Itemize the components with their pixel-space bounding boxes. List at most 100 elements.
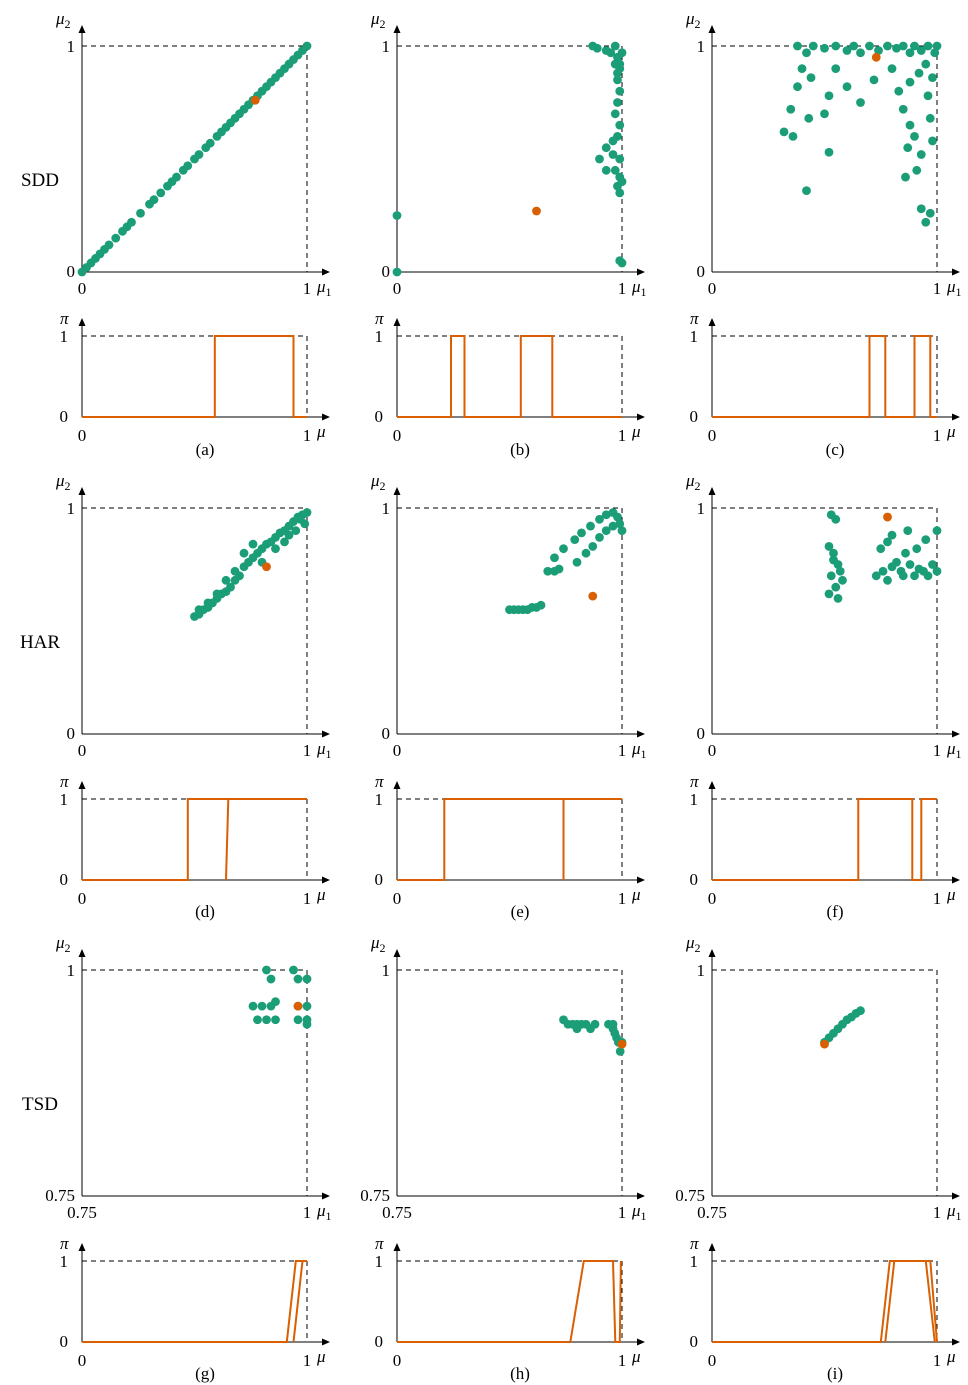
data-point (258, 1002, 267, 1011)
data-point (888, 64, 897, 73)
data-point (195, 150, 204, 159)
data-point (825, 91, 834, 100)
y-tick-label: 1 (375, 1252, 384, 1271)
data-point (393, 268, 402, 277)
x-tick-label: 0 (393, 426, 402, 445)
data-point (615, 87, 624, 96)
data-point (249, 1002, 258, 1011)
data-point (602, 166, 611, 175)
data-point (786, 105, 795, 114)
y-tick-label: 1 (382, 961, 391, 980)
data-point (820, 109, 829, 118)
panel-label-a: (a) (196, 440, 215, 459)
data-point (802, 186, 811, 195)
x-tick-label: 0.75 (697, 1203, 727, 1222)
x-axis-title: μ (631, 422, 641, 441)
possibility-line (82, 1261, 307, 1342)
x-axis-title: μ (946, 885, 956, 904)
row-label-sdd: SDD (21, 170, 59, 191)
data-point (910, 132, 919, 141)
y-tick-label: 1 (690, 327, 699, 346)
x-tick-label: 0 (393, 741, 402, 760)
highlight-point (294, 1002, 303, 1011)
data-point (618, 177, 627, 186)
data-point (899, 105, 908, 114)
y-tick-label: 0 (382, 724, 391, 743)
y-axis-title: π (60, 309, 69, 328)
data-point (303, 1002, 312, 1011)
data-point (291, 526, 300, 535)
x-tick-label: 0 (78, 741, 87, 760)
data-point (262, 966, 271, 975)
data-point (611, 60, 620, 69)
y-tick-label: 1 (60, 1252, 69, 1271)
highlight-point (588, 592, 597, 601)
row-label-tsd: TSD (22, 1094, 58, 1115)
data-point (127, 218, 136, 227)
data-point (829, 556, 838, 565)
x-tick-label: 1 (933, 741, 942, 760)
possibility-line (397, 799, 622, 880)
data-point (213, 589, 222, 598)
data-point (831, 42, 840, 51)
y-axis-title: μ2 (55, 9, 71, 31)
data-point (183, 161, 192, 170)
data-point (231, 567, 240, 576)
data-point (843, 82, 852, 91)
highlight-point (262, 562, 271, 571)
possibility-line (294, 1261, 308, 1342)
x-tick-label: 0 (393, 279, 402, 298)
y-tick-label: 1 (60, 327, 69, 346)
data-point (206, 139, 215, 148)
x-tick-label: 1 (303, 889, 312, 908)
data-point (172, 173, 181, 182)
data-point (921, 218, 930, 227)
data-point (879, 567, 888, 576)
possibility-plot-h: 100 1 μπ (375, 1234, 645, 1370)
data-point (804, 114, 813, 123)
x-axis-title: μ1 (316, 739, 332, 761)
data-point (195, 605, 204, 614)
highlight-point (532, 207, 541, 216)
scatter-plot-c: 100 1 μ1μ2 (685, 9, 962, 299)
data-point (899, 571, 908, 580)
x-tick-label: 0 (78, 889, 87, 908)
possibility-line (712, 1261, 935, 1342)
possibility-plot-a: 100 1 μπ (60, 309, 330, 445)
data-point (577, 528, 586, 537)
data-point (150, 195, 159, 204)
scatter-plot-h: 10.750.75 1 μ1μ2 (360, 933, 646, 1223)
data-point (573, 558, 582, 567)
data-point (856, 1006, 865, 1015)
data-point (222, 576, 231, 585)
data-point (271, 1015, 280, 1024)
x-tick-label: 0 (78, 426, 87, 445)
data-point (595, 155, 604, 164)
y-axis-title: π (60, 1234, 69, 1253)
data-point (555, 565, 564, 574)
x-tick-label: 0 (708, 1351, 717, 1370)
x-axis-title: μ (316, 422, 326, 441)
data-point (820, 44, 829, 53)
y-tick-label: 1 (67, 499, 76, 518)
x-axis-title: μ (946, 1347, 956, 1366)
data-point (593, 44, 602, 53)
data-point (836, 567, 845, 576)
data-point (825, 589, 834, 598)
possibility-line (226, 799, 228, 880)
panel-label-b: (b) (510, 440, 530, 459)
possibility-line (397, 1261, 621, 1342)
data-point (903, 143, 912, 152)
data-point (912, 166, 921, 175)
possibility-plot-i: 100 1 μπ (690, 1234, 960, 1370)
y-axis-title: π (375, 309, 384, 328)
y-tick-label: 0 (690, 1332, 699, 1351)
data-point (789, 132, 798, 141)
panel-label-h: (h) (510, 1364, 530, 1383)
data-point (780, 127, 789, 136)
data-point (924, 91, 933, 100)
y-tick-label: 1 (697, 961, 706, 980)
y-tick-label: 1 (67, 37, 76, 56)
